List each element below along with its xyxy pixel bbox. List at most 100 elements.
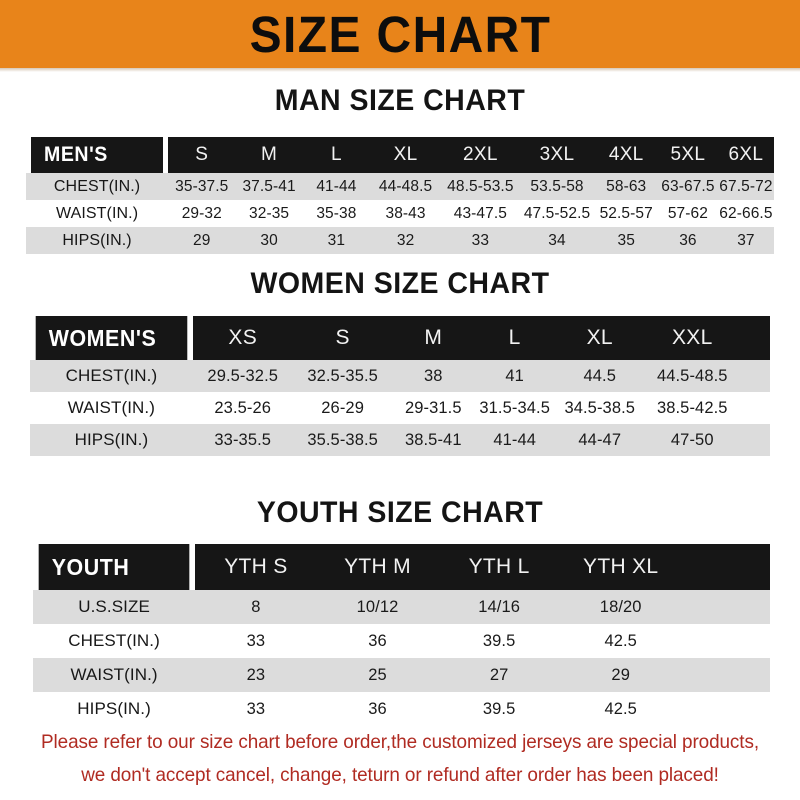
youth-cell-r4-c2: 36 — [316, 692, 439, 726]
men-cell-r3-c4: 32 — [370, 227, 442, 254]
youth-row-spacer — [681, 590, 770, 624]
men-row-label-1: CHEST(IN.) — [26, 173, 169, 200]
women-row-label-1: CHEST(IN.) — [30, 360, 193, 392]
table-row: WAIST(IN.) 29-32 32-35 35-38 38-43 43-47.5 47.… — [26, 200, 774, 227]
youth-row-label-1: U.S.SIZE — [33, 590, 196, 624]
youth-row-label-3: WAIST(IN.) — [33, 658, 196, 692]
women-cell-r2-c2: 26-29 — [292, 392, 393, 424]
women-cell-r1-c3: 38 — [392, 360, 474, 392]
women-table: WOMEN'S XS S M L XL XXL CHEST(IN.) 29.5-32.5 32.5… — [30, 316, 770, 456]
women-cell-r2-c4: 31.5-34.5 — [473, 392, 556, 424]
men-row-label-3: HIPS(IN.) — [26, 227, 169, 254]
men-cell-r2-c6: 47.5-52.5 — [519, 200, 595, 227]
men-size-header-3: L — [302, 137, 371, 173]
women-cell-r3-c2: 35.5-38.5 — [292, 424, 393, 456]
youth-corner-label: YOUTH — [38, 544, 190, 590]
page-title: SIZE CHART — [249, 5, 551, 63]
men-cell-r3-c6: 34 — [519, 227, 595, 254]
women-cell-r3-c6: 47-50 — [644, 424, 741, 456]
women-row-spacer — [740, 392, 770, 424]
youth-table-body: YOUTH YTH S YTH M YTH L YTH XL U.S.SIZE 8 10/12… — [33, 544, 770, 726]
women-cell-r1-c1: 29.5-32.5 — [192, 360, 293, 392]
men-cell-r3-c9: 37 — [717, 227, 774, 254]
youth-row-spacer — [681, 692, 770, 726]
youth-row-label-4: HIPS(IN.) — [33, 692, 196, 726]
women-size-header-5: XL — [555, 316, 645, 360]
table-row: HIPS(IN.) 33-35.5 35.5-38.5 38.5-41 41-44 44-… — [30, 424, 770, 456]
youth-cell-r3-c2: 25 — [316, 658, 439, 692]
women-header-row: WOMEN'S XS S M L XL XXL — [30, 316, 770, 360]
youth-cell-r3-c1: 23 — [195, 658, 317, 692]
men-table: MEN'S S M L XL 2XL 3XL 4XL 5XL 6XL CHEST(IN.) 35-37… — [26, 137, 774, 254]
youth-cell-r1-c2: 10/12 — [316, 590, 439, 624]
men-cell-r1-c6: 53.5-58 — [519, 173, 595, 200]
table-row: CHEST(IN.) 35-37.5 37.5-41 41-44 44-48.5 48.5… — [26, 173, 774, 200]
youth-cell-r2-c2: 36 — [316, 624, 439, 658]
women-size-header-4: L — [473, 316, 556, 360]
men-cell-r2-c5: 43-47.5 — [441, 200, 520, 227]
table-row: CHEST(IN.) 29.5-32.5 32.5-35.5 38 41 44.5 44.5… — [30, 360, 770, 392]
youth-size-header-3: YTH L — [438, 544, 560, 590]
youth-cell-r1-c4: 18/20 — [559, 590, 682, 624]
men-cell-r1-c3: 41-44 — [302, 173, 371, 200]
women-size-header-6: XXL — [644, 316, 741, 360]
youth-cell-r2-c4: 42.5 — [559, 624, 682, 658]
men-size-header-1: S — [168, 137, 236, 173]
men-cell-r2-c8: 57-62 — [658, 200, 718, 227]
women-size-header-3: M — [392, 316, 474, 360]
footer-line-1: Please refer to our size chart before or… — [41, 731, 759, 753]
men-cell-r1-c2: 37.5-41 — [235, 173, 303, 200]
youth-size-header-4: YTH XL — [559, 544, 682, 590]
youth-cell-r1-c1: 8 — [195, 590, 317, 624]
women-cell-r1-c5: 44.5 — [555, 360, 645, 392]
footer-line-2: we don't accept cancel, change, teturn o… — [81, 764, 719, 786]
youth-header-row: YOUTH YTH S YTH M YTH L YTH XL — [33, 544, 770, 590]
men-size-header-7: 4XL — [594, 137, 658, 173]
youth-cell-r2-c1: 33 — [195, 624, 317, 658]
women-cell-r1-c4: 41 — [473, 360, 556, 392]
section-title-man: MAN SIZE CHART — [274, 84, 526, 117]
women-size-header-1: XS — [192, 316, 293, 360]
youth-cell-r1-c3: 14/16 — [438, 590, 560, 624]
men-cell-r1-c1: 35-37.5 — [168, 173, 236, 200]
women-table-body: WOMEN'S XS S M L XL XXL CHEST(IN.) 29.5-32.5 32.5… — [30, 316, 770, 456]
men-cell-r2-c7: 52.5-57 — [594, 200, 658, 227]
women-row-spacer — [740, 360, 770, 392]
men-size-table: MEN'S S M L XL 2XL 3XL 4XL 5XL 6XL CHEST(IN.) 35-37… — [26, 137, 774, 254]
men-cell-r1-c8: 63-67.5 — [658, 173, 718, 200]
men-corner-label: MEN'S — [30, 137, 164, 173]
men-cell-r2-c9: 62-66.5 — [717, 200, 774, 227]
women-cell-r2-c5: 34.5-38.5 — [555, 392, 645, 424]
men-size-header-4: XL — [370, 137, 442, 173]
section-title-youth: YOUTH SIZE CHART — [256, 496, 544, 529]
men-row-label-2: WAIST(IN.) — [26, 200, 169, 227]
youth-row-spacer — [681, 624, 770, 658]
youth-cell-r3-c3: 27 — [438, 658, 560, 692]
men-size-header-2: M — [235, 137, 303, 173]
youth-cell-r4-c3: 39.5 — [438, 692, 560, 726]
women-cell-r2-c3: 29-31.5 — [392, 392, 474, 424]
youth-row-label-2: CHEST(IN.) — [33, 624, 196, 658]
women-cell-r2-c1: 23.5-26 — [192, 392, 293, 424]
women-cell-r3-c5: 44-47 — [555, 424, 645, 456]
table-row: HIPS(IN.) 33 36 39.5 42.5 — [33, 692, 770, 726]
men-cell-r1-c4: 44-48.5 — [370, 173, 442, 200]
table-row: U.S.SIZE 8 10/12 14/16 18/20 — [33, 590, 770, 624]
men-cell-r3-c1: 29 — [168, 227, 236, 254]
men-cell-r2-c1: 29-32 — [168, 200, 236, 227]
women-cell-r3-c1: 33-35.5 — [192, 424, 293, 456]
section-title-women: WOMEN SIZE CHART — [250, 267, 550, 300]
men-size-header-9: 6XL — [717, 137, 774, 173]
youth-size-table: YOUTH YTH S YTH M YTH L YTH XL U.S.SIZE 8 10/12… — [33, 544, 770, 726]
women-cell-r3-c3: 38.5-41 — [392, 424, 474, 456]
women-cell-r1-c2: 32.5-35.5 — [292, 360, 393, 392]
banner-shadow — [0, 68, 800, 72]
men-cell-r3-c5: 33 — [441, 227, 520, 254]
women-cell-r3-c4: 41-44 — [473, 424, 556, 456]
men-cell-r2-c2: 32-35 — [235, 200, 303, 227]
women-corner-label: WOMEN'S — [35, 316, 188, 360]
youth-size-header-1: YTH S — [195, 544, 317, 590]
men-size-header-5: 2XL — [441, 137, 520, 173]
women-size-header-2: S — [292, 316, 393, 360]
